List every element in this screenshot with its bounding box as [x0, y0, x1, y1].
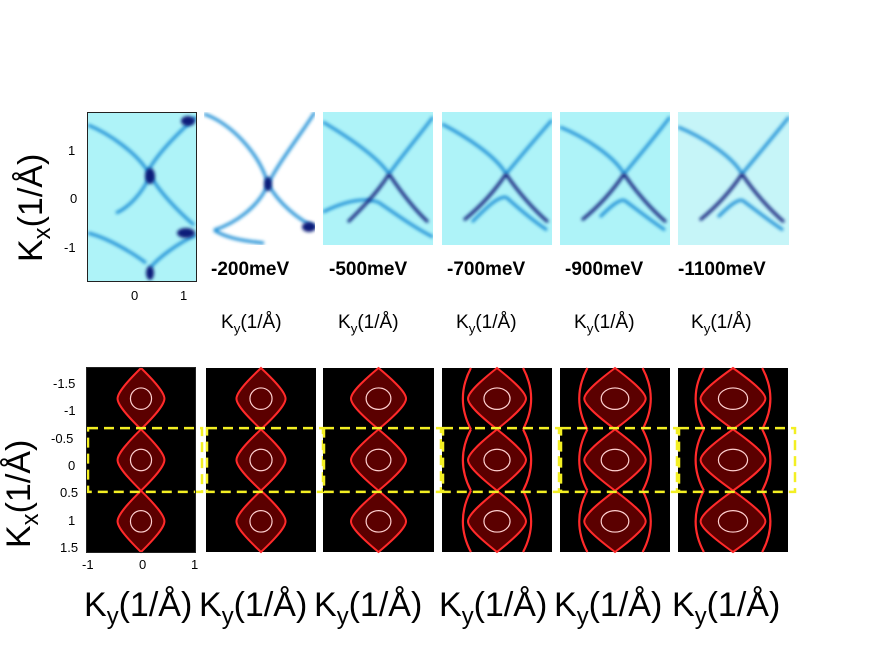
- top-xlabel-4: Ky(1/Å): [574, 312, 635, 336]
- bottom-panel-5: [559, 366, 679, 554]
- top-xlabel-main-1: K: [221, 312, 234, 333]
- bottom-xlabel-main-4: K: [439, 586, 462, 624]
- bottom-row-ylabel: Kx(1/Å): [0, 440, 45, 548]
- bottom-panel-5-lobe-3: [578, 489, 652, 554]
- energy-label-3: -700meV: [447, 259, 526, 280]
- top-row-ylabel: Kx(1/Å): [12, 154, 57, 262]
- top-panel-5: [560, 112, 670, 245]
- energy-label-4: -900meV: [565, 259, 644, 280]
- top-xlabel-main-3: K: [456, 312, 469, 333]
- top-xlabel-main-5: K: [691, 312, 704, 333]
- top-xlabel-unit-3: (1/Å): [475, 312, 517, 333]
- top-xlabel-sub-3: y: [468, 320, 476, 336]
- top-xlabel-sub-4: y: [586, 320, 594, 336]
- bottom-panel-1: [86, 366, 204, 554]
- top-ylabel-unit: (1/Å): [12, 153, 50, 228]
- bottom-xlabel-main-2: K: [199, 586, 222, 624]
- bottom-xlabel-sub-2: y: [221, 602, 234, 630]
- bottom-panel-2-lobe-3: [235, 489, 287, 554]
- bottom-xlabel-1: Ky(1/Å): [84, 586, 192, 631]
- bottom-panel-4-lobe-1: [461, 366, 533, 431]
- top-xlabel-sub-5: y: [703, 320, 711, 336]
- top-ytick-0: 0: [70, 191, 78, 206]
- bottom-ytick-0-5: 0.5: [60, 485, 79, 500]
- energy-label-2: -500meV: [329, 259, 408, 280]
- bottom-xtick-neg1: -1: [82, 557, 94, 572]
- bottom-xlabel-unit-4: (1/Å): [473, 586, 548, 624]
- bottom-panel-2: [205, 366, 325, 554]
- bottom-xlabel-3: Ky(1/Å): [314, 586, 422, 631]
- bottom-xlabel-sub-6: y: [694, 602, 707, 630]
- bottom-ytick-neg0-5: -0.5: [51, 431, 74, 446]
- top-xlabel-1: Ky(1/Å): [221, 312, 282, 336]
- bottom-panel-6-lobe-3: [694, 489, 772, 554]
- top-xlabel-main-4: K: [574, 312, 587, 333]
- top-xlabel-unit-2: (1/Å): [357, 312, 399, 333]
- top-panel-6: [678, 112, 789, 245]
- top-xlabel-unit-5: (1/Å): [710, 312, 752, 333]
- bottom-ytick-1-5: 1.5: [60, 540, 79, 555]
- top-panel-4: [442, 112, 552, 245]
- bottom-xlabel-unit-1: (1/Å): [118, 586, 193, 624]
- bottom-panel-3-lobe-3: [349, 489, 408, 554]
- top-panel-2: [204, 112, 315, 245]
- bottom-xlabel-unit-3: (1/Å): [348, 586, 423, 624]
- energy-label-5: -1100meV: [678, 259, 766, 280]
- bottom-xlabel-4: Ky(1/Å): [439, 586, 547, 631]
- top-xlabel-main-2: K: [338, 312, 351, 333]
- bottom-xlabel-unit-6: (1/Å): [706, 586, 781, 624]
- highlight-box-4: [441, 426, 561, 494]
- bottom-ylabel-sub: x: [16, 513, 44, 526]
- top-xtick-0: 0: [131, 288, 139, 303]
- top-xlabel-2: Ky(1/Å): [338, 312, 399, 336]
- bottom-panel-6: [677, 366, 797, 554]
- bottom-panel-4: [441, 366, 561, 554]
- bottom-xtick-1: 1: [191, 557, 199, 572]
- bottom-ytick-neg1-5: -1.5: [53, 376, 76, 391]
- top-xlabel-3: Ky(1/Å): [456, 312, 517, 336]
- bottom-xlabel-main-6: K: [672, 586, 695, 624]
- bottom-xlabel-main-3: K: [314, 586, 337, 624]
- bottom-panel-5-lobe-2: [578, 428, 652, 492]
- top-ylabel-main: K: [12, 239, 50, 262]
- bottom-xlabel-5: Ky(1/Å): [554, 586, 662, 631]
- bottom-xlabel-sub-3: y: [336, 602, 349, 630]
- bottom-xtick-0: 0: [139, 557, 147, 572]
- top-ytick-1: 1: [68, 143, 76, 158]
- top-panel-3: [323, 112, 433, 245]
- top-xlabel-unit-1: (1/Å): [240, 312, 282, 333]
- highlight-box-1: [86, 426, 204, 494]
- bottom-panel-1-lobe-3: [116, 489, 166, 554]
- bottom-ylabel-main: K: [0, 525, 38, 548]
- bottom-ytick-1: 1: [68, 513, 76, 528]
- bottom-panel-6-lobe-1: [694, 366, 772, 431]
- highlight-box-3: [322, 426, 443, 494]
- top-xlabel-unit-4: (1/Å): [593, 312, 635, 333]
- energy-label-1: -200meV: [211, 259, 290, 280]
- bottom-xlabel-2: Ky(1/Å): [199, 586, 307, 631]
- bottom-ylabel-unit: (1/Å): [0, 439, 38, 514]
- bottom-xlabel-main-1: K: [84, 586, 107, 624]
- top-ytick-neg1: -1: [64, 240, 76, 255]
- bottom-xlabel-6: Ky(1/Å): [672, 586, 780, 631]
- bottom-ytick-0: 0: [68, 458, 76, 473]
- bottom-panel-4-lobe-3: [461, 489, 533, 554]
- bottom-xlabel-sub-5: y: [576, 602, 589, 630]
- highlight-box-6: [677, 426, 797, 494]
- bottom-panel-3: [322, 366, 443, 554]
- top-xtick-1: 1: [180, 288, 188, 303]
- top-xlabel-sub-2: y: [350, 320, 358, 336]
- bottom-xlabel-sub-4: y: [461, 602, 474, 630]
- top-xlabel-5: Ky(1/Å): [691, 312, 752, 336]
- bottom-xlabel-unit-5: (1/Å): [588, 586, 663, 624]
- bottom-xlabel-main-5: K: [554, 586, 577, 624]
- bottom-xlabel-unit-2: (1/Å): [233, 586, 308, 624]
- bottom-xlabel-sub-1: y: [106, 602, 119, 630]
- top-panel-1: [87, 112, 197, 282]
- highlight-box-5: [559, 426, 679, 494]
- top-ylabel-sub: x: [28, 227, 56, 240]
- bottom-ytick-neg1: -1: [64, 403, 76, 418]
- top-xlabel-sub-1: y: [233, 320, 241, 336]
